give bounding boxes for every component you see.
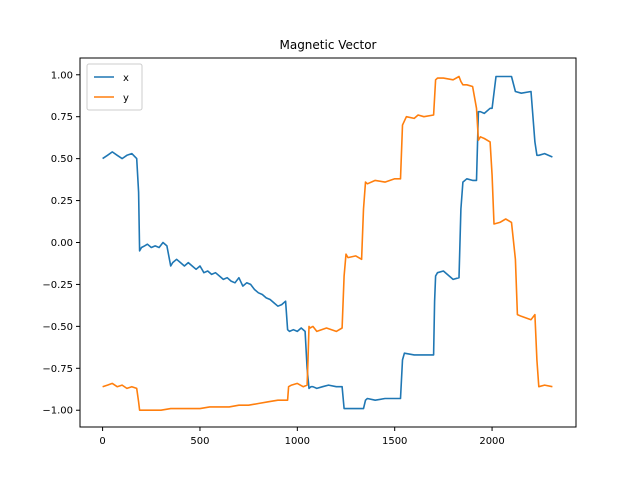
y-tick-label: −0.75 [42, 364, 73, 375]
x-tick-label: 2000 [479, 436, 504, 447]
series-line-y [102, 75, 553, 412]
series-lines [102, 75, 553, 412]
legend-box [86, 63, 143, 111]
y-tick-label: −1.00 [42, 406, 73, 417]
x-tick-label: 0 [99, 436, 105, 447]
y-axis: −1.00 −0.75 −0.50 −0.25 0.00 0.25 0.50 0.75 1.00 [42, 70, 80, 417]
legend-label-y: y [123, 93, 129, 104]
legend: xy [86, 63, 143, 111]
y-tick-label: 0.25 [51, 196, 73, 207]
chart-title: Magnetic Vector [279, 38, 376, 52]
legend-label-x: x [123, 73, 129, 84]
y-tick-label: 0.00 [51, 238, 73, 249]
x-tick-label: 1000 [285, 436, 310, 447]
series-line-x [102, 75, 553, 410]
x-axis: 0 500 1000 1500 2000 [99, 427, 505, 447]
x-tick-label: 500 [190, 436, 209, 447]
axes-frame [79, 57, 577, 428]
y-tick-label: 1.00 [51, 70, 73, 81]
y-tick-label: −0.25 [42, 280, 73, 291]
y-tick-label: −0.50 [42, 322, 73, 333]
y-tick-label: 0.75 [51, 112, 73, 123]
x-tick-label: 1500 [382, 436, 407, 447]
y-tick-label: 0.50 [51, 154, 73, 165]
